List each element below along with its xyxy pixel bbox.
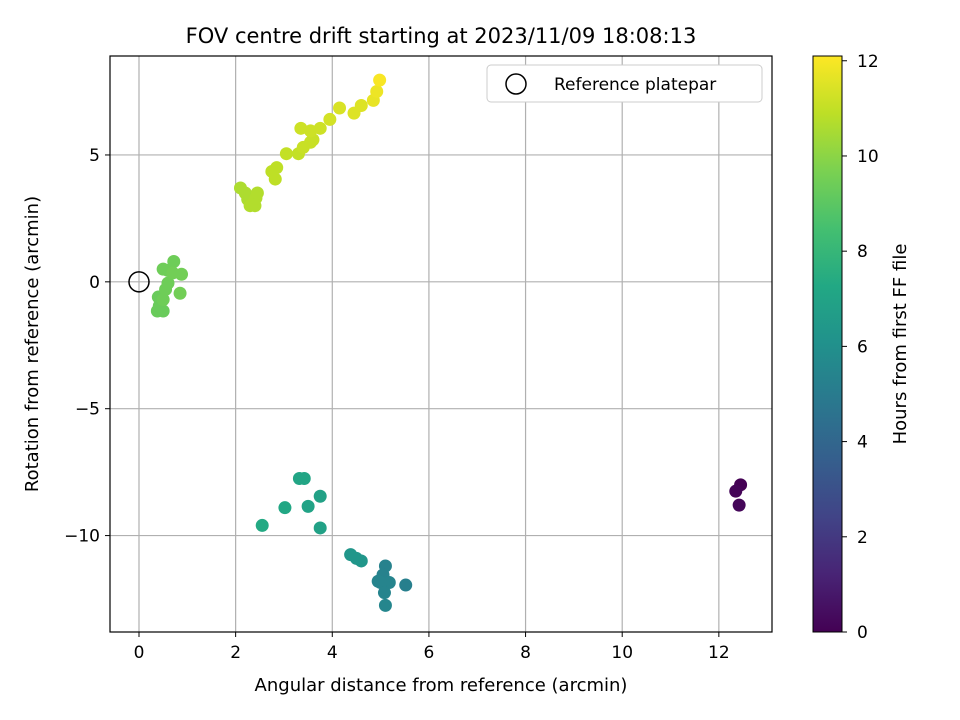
data-point: [156, 293, 170, 307]
data-point: [250, 186, 264, 200]
y-axis-ticks: −10 −5 0 5: [64, 146, 110, 547]
y-tick-label: −5: [75, 400, 100, 420]
colorbar-tick-label: 10: [857, 147, 879, 167]
data-point: [270, 161, 284, 175]
data-points: [150, 73, 748, 612]
data-point: [399, 578, 413, 592]
colorbar-ticks: 0 2 4 6 8 10 12: [842, 52, 879, 643]
legend-marker-reference: [505, 73, 527, 95]
data-point: [161, 276, 175, 290]
data-point: [371, 574, 385, 588]
data-point: [175, 267, 189, 281]
grid-lines: [110, 56, 772, 632]
data-point: [313, 121, 327, 135]
data-point: [167, 255, 181, 269]
data-point: [278, 501, 292, 515]
x-tick-label: 2: [230, 643, 241, 663]
colorbar-tick-label: 6: [857, 337, 868, 357]
data-point: [378, 598, 392, 612]
chart-title: FOV centre drift starting at 2023/11/09 …: [186, 24, 697, 48]
x-tick-label: 6: [424, 643, 435, 663]
x-axis-ticks: 0 2 4 6 8 10 12: [134, 632, 730, 663]
reference-point: [128, 271, 150, 293]
x-tick-label: 0: [134, 643, 145, 663]
x-tick-label: 8: [520, 643, 531, 663]
y-tick-label: 5: [89, 146, 100, 166]
colorbar-label: Hours from first FF file: [890, 244, 911, 445]
data-point: [173, 286, 187, 300]
colorbar-tick-label: 0: [857, 623, 868, 643]
axes-frame: [109, 55, 773, 633]
legend-label-reference: Reference platepar: [554, 75, 716, 95]
x-tick-label: 10: [611, 643, 633, 663]
x-tick-label: 12: [708, 643, 730, 663]
data-point: [268, 172, 282, 186]
data-point: [255, 518, 269, 532]
y-tick-label: −10: [64, 527, 100, 547]
data-point: [377, 586, 391, 600]
data-point: [732, 498, 746, 512]
colorbar-tick-label: 2: [857, 528, 868, 548]
reference-marker: [128, 271, 150, 293]
y-axis-label: Rotation from reference (arcmin): [22, 196, 43, 492]
colorbar-tick-label: 8: [857, 242, 868, 262]
data-point: [333, 101, 347, 115]
data-point: [354, 98, 368, 112]
colorbar: [812, 55, 843, 633]
data-point: [373, 73, 387, 87]
data-point: [729, 484, 743, 498]
colorbar-tick-label: 4: [857, 433, 868, 453]
data-point: [323, 112, 337, 126]
x-tick-label: 4: [327, 643, 338, 663]
legend-box: [486, 64, 763, 103]
data-point: [297, 471, 311, 485]
y-tick-label: 0: [89, 273, 100, 293]
data-point: [313, 489, 327, 503]
data-point: [279, 147, 293, 161]
legend: Reference platepar: [486, 64, 763, 103]
data-point: [313, 521, 327, 535]
x-axis-label: Angular distance from reference (arcmin): [255, 675, 628, 696]
data-point: [370, 85, 384, 99]
data-point: [344, 548, 358, 562]
data-point: [301, 499, 315, 513]
colorbar-tick-label: 12: [857, 52, 879, 72]
